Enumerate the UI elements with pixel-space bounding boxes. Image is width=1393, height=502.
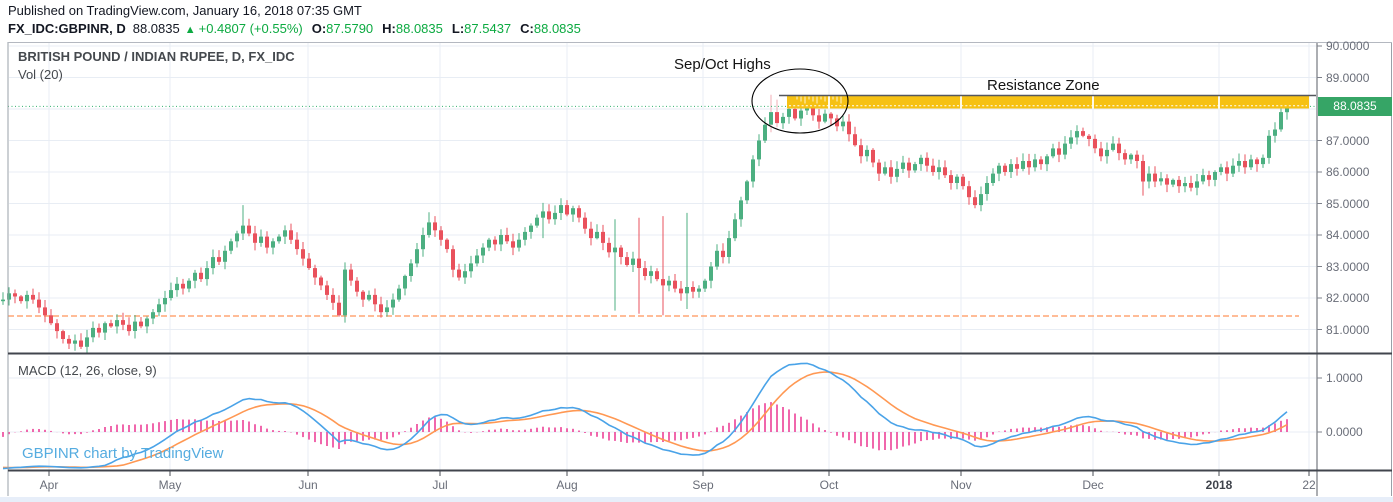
volume-indicator-label[interactable]: Vol (20) xyxy=(18,67,63,82)
published-caption: Published on TradingView.com, January 16… xyxy=(8,3,362,18)
chart-area[interactable] xyxy=(0,42,1393,502)
chart-canvas[interactable] xyxy=(0,42,1393,502)
ohlc-label: O: xyxy=(311,21,327,36)
watermark-link[interactable]: GBPINR chart by TradingView xyxy=(22,445,224,462)
annotation-sep-oct-highs: Sep/Oct Highs xyxy=(674,56,771,73)
ohlc-label: L: xyxy=(451,21,465,36)
macd-indicator-label[interactable]: MACD (12, 26, close, 9) xyxy=(18,363,157,378)
ohlc-value: 88.0835 xyxy=(533,21,581,36)
bottom-strip xyxy=(0,497,1393,502)
ohlc-label: C: xyxy=(520,21,534,36)
symbol-ohlc-bar: FX_IDC:GBPINR, D 88.0835 ▲ +0.4807 (+0.55%)… xyxy=(8,21,581,36)
ohlc-values: O:87.5790 H:88.0835 L:87.5437 C:88.0835 xyxy=(303,21,581,36)
annotation-resistance-zone: Resistance Zone xyxy=(987,77,1100,94)
symbol-name[interactable]: FX_IDC:GBPINR, D xyxy=(8,21,126,36)
ohlc-value: 87.5437 xyxy=(464,21,512,36)
price-change: +0.4807 (+0.55%) xyxy=(198,21,303,36)
last-price-value: 88.0835 xyxy=(132,21,180,36)
up-arrow-icon: ▲ xyxy=(184,24,196,36)
ohlc-label: H: xyxy=(382,21,396,36)
last-price-badge: 88.0835 xyxy=(1318,97,1392,116)
ohlc-value: 88.0835 xyxy=(395,21,443,36)
chart-title-legend[interactable]: BRITISH POUND / INDIAN RUPEE, D, FX_IDC xyxy=(18,49,295,64)
ohlc-value: 87.5790 xyxy=(326,21,374,36)
